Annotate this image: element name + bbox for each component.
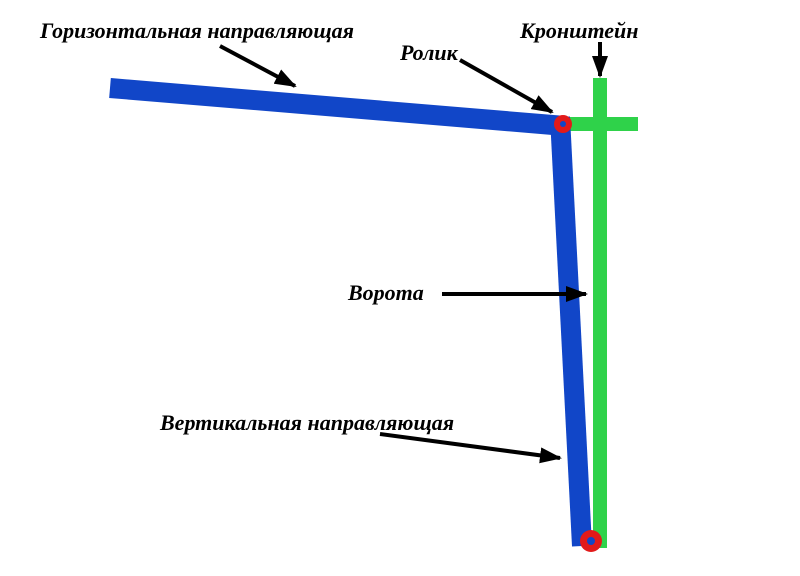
- label-bracket: Кронштейн: [520, 18, 639, 44]
- vertical-guide-bar: [560, 117, 582, 546]
- arrow-horizontal-guide: [220, 46, 295, 86]
- label-roller: Ролик: [400, 40, 458, 66]
- roller-top: [554, 115, 572, 133]
- arrow-vertical-guide: [380, 434, 560, 458]
- diagram-stage: Горизонтальная направляющая Ролик Кроншт…: [0, 0, 800, 576]
- label-horizontal-guide: Горизонтальная направляющая: [40, 18, 354, 44]
- horizontal-guide-bar: [110, 88, 565, 126]
- roller-bottom: [580, 530, 602, 552]
- arrow-roller: [460, 60, 552, 112]
- label-vertical-guide: Вертикальная направляющая: [160, 410, 454, 436]
- label-gate: Ворота: [348, 280, 424, 306]
